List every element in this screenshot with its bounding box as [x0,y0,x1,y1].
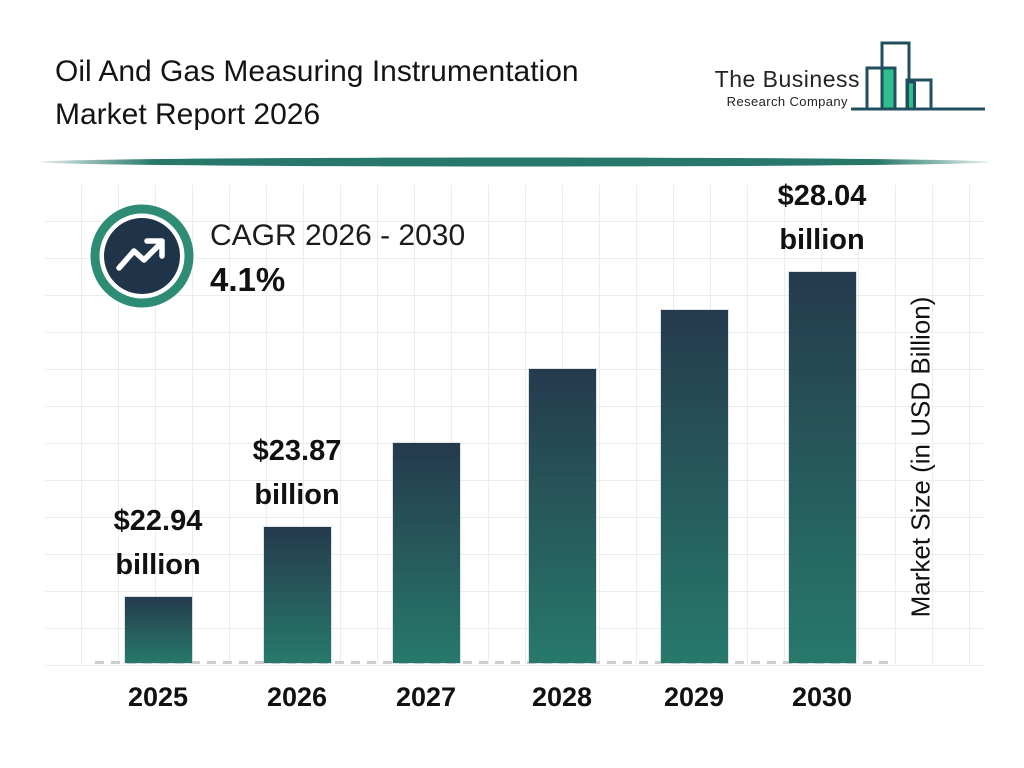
bar-2028 [528,369,596,663]
bar-value-label-2026: $23.87 billion [252,435,342,511]
bar-value-label-2030: $28.04 billion [777,180,867,256]
logo-text: The Business Research Company [715,66,860,109]
x-axis-dashed-line [95,661,888,664]
logo-tagline: Research Company [726,94,848,109]
logo-company-name: The Business [714,66,860,92]
title-line-1: Oil And Gas Measuring Instrumentation [55,55,579,88]
skyline-bars-icon [851,41,985,111]
x-tick-2025: 2025 [127,682,189,712]
divider-line [40,157,990,167]
page-title: Oil And Gas Measuring Instrumentation Ma… [55,50,579,136]
x-tick-2026: 2026 [266,682,328,712]
bar-2030 [788,272,856,663]
bar-2026 [263,527,331,663]
cagr-value: 4.1% [210,261,286,298]
x-tick-2027: 2027 [395,682,457,712]
title-line-2: Market Report 2026 [55,98,321,131]
cagr-label: CAGR 2026 - 2030 [210,219,466,252]
company-logo: The Business Research Company [698,38,988,130]
x-tick-2029: 2029 [663,682,725,712]
x-tick-2028: 2028 [531,682,593,712]
x-tick-2030: 2030 [791,682,853,712]
bar-value-label-2025: $22.94 billion [113,505,203,581]
bar-2029 [660,310,728,663]
y-axis-label: Market Size (in USD Billion) [905,296,936,618]
trend-up-icon [90,204,194,308]
bar-2027 [392,443,460,663]
bar-2025 [124,597,192,663]
